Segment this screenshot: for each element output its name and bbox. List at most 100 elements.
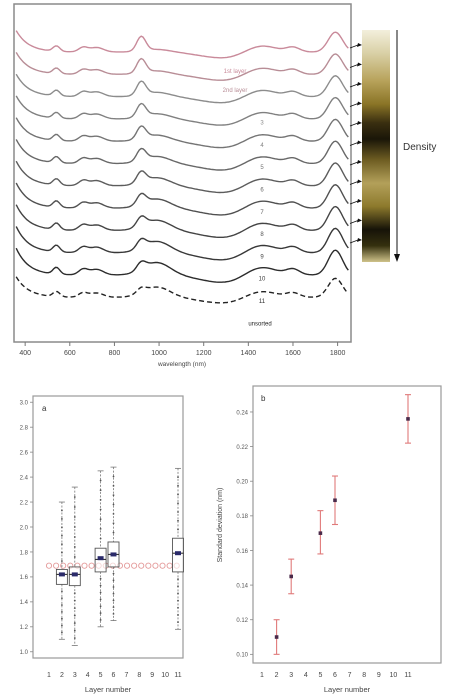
spectra-x-tick-label: 1000 [151, 350, 167, 357]
reference-marker [131, 562, 138, 569]
box-outlier-dot [177, 484, 179, 487]
layer-pointer-line [349, 142, 359, 146]
layer-pointer-line [349, 220, 359, 224]
spectrum-line [15, 247, 349, 283]
box-plot-y-tick-label: 2.0 [20, 525, 29, 531]
box-plot-y-tick-label: 1.2 [20, 625, 29, 631]
box-outlier-dot [61, 560, 63, 562]
box-iqr [55, 568, 68, 585]
box-outlier-dot [112, 531, 115, 534]
layer-pointer-line [349, 239, 359, 244]
box-plot-x-tick-label: 7 [124, 672, 128, 679]
box-outlier-dot [112, 606, 115, 609]
box-outlier-dot [177, 502, 179, 505]
box-outlier-dot [99, 577, 102, 580]
box-outlier-dot [61, 610, 63, 613]
box-outlier-dot [177, 493, 179, 496]
errorbar-y-tick-label: 0.22 [236, 445, 248, 451]
box-outlier-dot [99, 518, 102, 521]
box-plot-x-tick-label: 4 [86, 672, 90, 679]
box-outlier-dot [61, 624, 63, 627]
density-gradient-column [362, 30, 390, 262]
layer-pointers [349, 43, 362, 244]
box-plot-x-tick-label: 9 [150, 672, 154, 679]
box-outlier-dot [177, 614, 179, 616]
box-plot-x-tick-label: 6 [112, 672, 116, 679]
errorbar-y-tick-label: 0.14 [236, 583, 248, 589]
spectra-x-axis-label: wavelength (nm) [157, 361, 206, 368]
box-plot-y-tick-label: 2.8 [20, 425, 29, 431]
box-outlier-dot [112, 599, 115, 602]
box-plot-y-tick-label: 2.6 [20, 450, 29, 456]
box [94, 470, 107, 628]
box-mean-marker [97, 556, 104, 561]
errorbar-point [405, 394, 411, 444]
box-outlier-dot [177, 585, 179, 588]
box-outlier-dot [61, 509, 63, 512]
box-outlier-dot [61, 617, 63, 620]
box-plot-y-tick-label: 1.8 [20, 550, 29, 556]
layer-pointer-line [349, 161, 359, 166]
box-outlier-dot [177, 592, 179, 595]
box-plot-y-tick-label: 1.6 [20, 575, 29, 581]
spectra-plot-frame [13, 3, 352, 343]
box-plot-y-tick-label: 1.0 [20, 650, 29, 656]
box-outlier-dot [99, 508, 102, 511]
box-outlier-dot [99, 537, 102, 540]
errorbar-x-tick-label: 1 [260, 672, 264, 679]
reference-marker [123, 562, 131, 569]
errorbar-x-tick-label: 5 [318, 672, 322, 679]
box-outlier-dot [177, 476, 179, 478]
spectrum-series-label: unsorted [248, 321, 271, 327]
box-outlier-dot [61, 543, 63, 546]
spectra-x-tick-label: 600 [64, 350, 76, 357]
box-outlier-dot [61, 534, 63, 537]
spectrum-series-label: 8 [260, 232, 264, 238]
box-outlier-dot [73, 536, 76, 538]
box-outlier-dot [61, 604, 63, 606]
spectrum-line [15, 73, 349, 104]
spectra-x-tick-label: 800 [109, 350, 121, 357]
box-plot-x-tick-label: 8 [137, 672, 141, 679]
layer-pointer-head [357, 121, 362, 125]
layer-pointer-head [357, 160, 362, 164]
spectra-x-tick-label: 1200 [196, 350, 212, 357]
box-outlier-dot [99, 619, 102, 621]
box-outlier-dot [112, 513, 115, 515]
box-outlier-dot [61, 551, 63, 554]
spectrum-series-label: 5 [260, 165, 264, 171]
box-plot-boxes [55, 466, 184, 646]
layer-pointer-head [357, 238, 362, 242]
spectra-x-tick-label: 1400 [241, 350, 257, 357]
errorbar-panel-label: b [261, 394, 266, 403]
spectra-x-tick-label: 1800 [330, 350, 346, 357]
errorbar-panel: b 0.10 0.12 0.14 0.16 0.18 0.20 0.22 0.24 1 2 3 4 5… [217, 385, 442, 694]
errorbar-x-axis-label: Layer number [324, 685, 371, 694]
errorbar-y-tick-label: 0.18 [236, 514, 248, 520]
reference-marker [88, 562, 95, 569]
box-outlier-dot [73, 556, 76, 558]
layer-pointer-head [357, 62, 362, 67]
box-outlier-dot [73, 614, 76, 617]
box-outlier-dot [112, 522, 115, 525]
box-outlier-dot [112, 612, 115, 615]
box-plot-x-tick-label: 5 [99, 672, 103, 679]
box-outlier-dot [177, 621, 179, 624]
box-plot-y-tick-label: 2.4 [20, 475, 29, 481]
box-plot-x-tick-label: 1 [47, 672, 51, 679]
box-outlier-dot [112, 592, 115, 595]
box-outlier-dot [99, 527, 102, 530]
box-outlier-dot [99, 479, 102, 482]
errorbar-marker [289, 574, 293, 579]
spectra-panel: 1st layer 2nd layer 3 4 5 6 7 8 9 10 11 unsorted 40… [13, 3, 436, 368]
box-outlier-dot [73, 506, 76, 508]
box-outlier-dot [61, 590, 63, 593]
box-outlier-dot [73, 516, 76, 518]
errorbar-y-tick-label: 0.12 [236, 618, 248, 624]
reference-marker [138, 562, 145, 569]
reference-marker [159, 562, 166, 569]
box-plot-y-tick-label: 2.2 [20, 500, 29, 506]
box-outlier-dot [73, 637, 76, 639]
errorbar-marker [333, 498, 337, 503]
errorbar-point [288, 558, 295, 595]
